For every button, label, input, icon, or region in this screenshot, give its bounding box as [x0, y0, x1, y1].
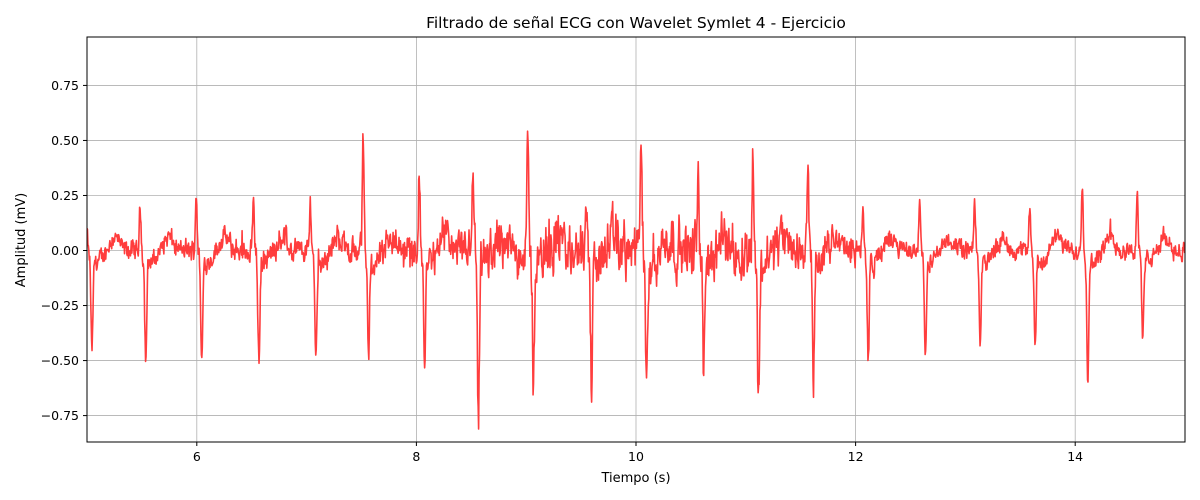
x-tick-label: 10	[628, 449, 644, 464]
y-axis-title: Amplitud (mV)	[14, 193, 29, 287]
y-tick-label: −0.50	[41, 353, 79, 368]
ecg-signal-line	[87, 130, 1185, 430]
x-tick-label: 12	[848, 449, 864, 464]
x-tick-label: 14	[1067, 449, 1083, 464]
plot-frame	[86, 36, 1186, 443]
y-tick-label: −0.25	[41, 298, 79, 313]
y-tick-label: 0.25	[51, 188, 79, 203]
y-tick-label: −0.75	[41, 408, 79, 423]
x-axis-title: Tiempo (s)	[600, 471, 670, 486]
x-tick-label: 6	[193, 449, 201, 464]
x-axis-ticks: 6 8 10 12 14	[193, 442, 1083, 464]
y-tick-label: 0.00	[51, 243, 79, 258]
y-axis-ticks: −0.75 −0.50 −0.25 0.00 0.25 0.50 0.75	[41, 78, 87, 423]
chart-title: Filtrado de señal ECG con Wavelet Symlet…	[426, 14, 846, 32]
plot-area-clip	[87, 130, 1185, 430]
x-tick-label: 8	[412, 449, 420, 464]
y-tick-label: 0.50	[51, 133, 79, 148]
y-tick-label: 0.75	[51, 78, 79, 93]
